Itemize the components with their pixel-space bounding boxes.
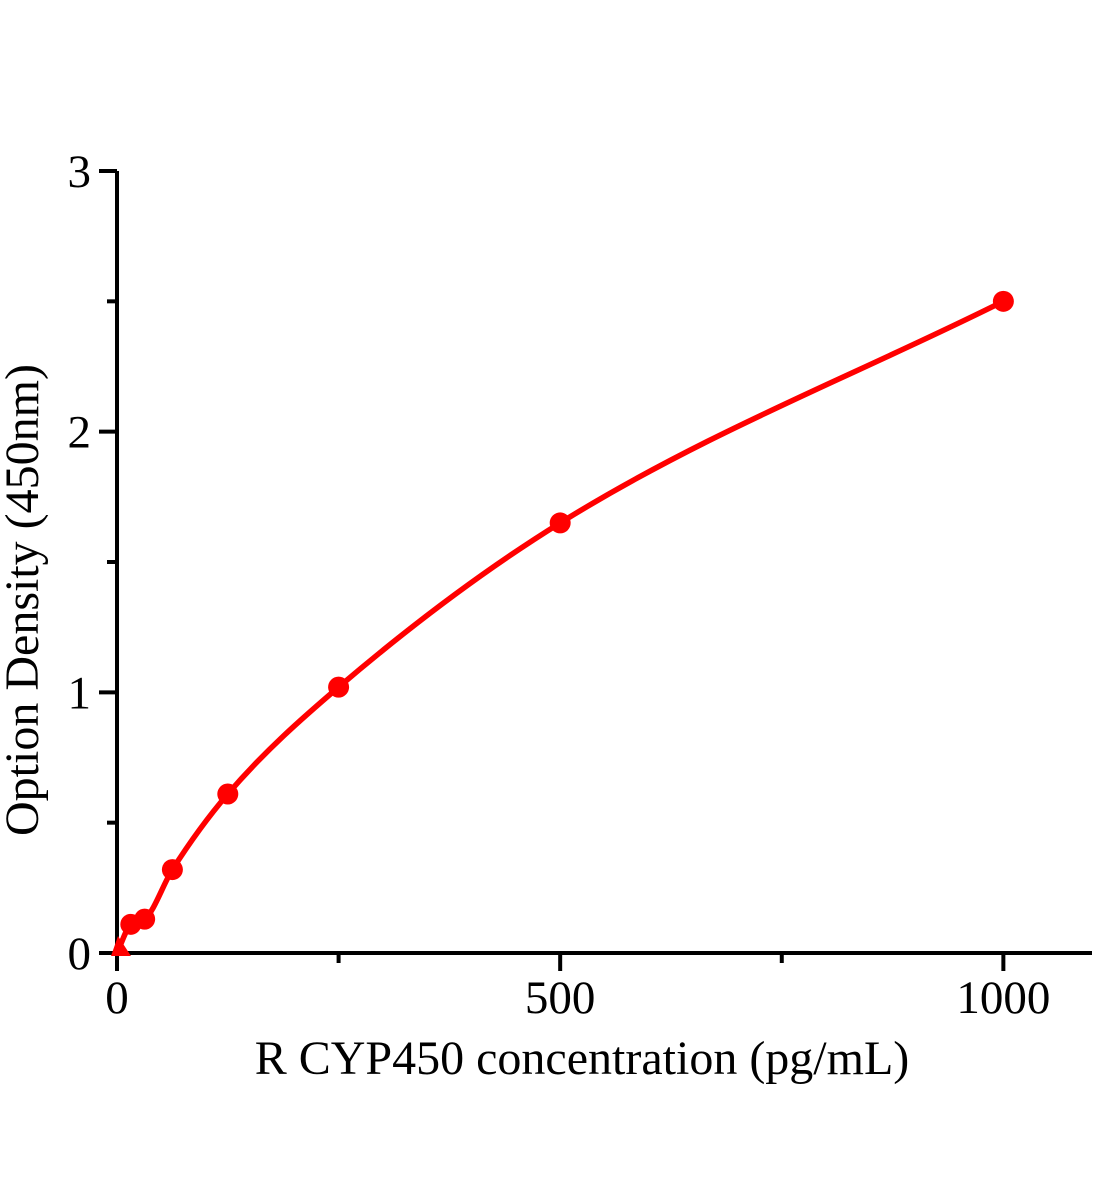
axis-lines (115, 171, 1092, 955)
standard-curve-line (114, 298, 1007, 956)
data-point-marker (549, 512, 571, 534)
y-tick-label: 3 (68, 146, 92, 198)
curve-layer (114, 298, 1007, 956)
x-tick-label: 1000 (956, 972, 1050, 1024)
data-point-marker (217, 783, 239, 805)
data-point-marker (134, 908, 156, 930)
data-point-marker (161, 859, 183, 881)
marker-layer (111, 290, 1014, 956)
x-axis-label: R CYP450 concentration (pg/mL) (255, 1032, 910, 1085)
y-tick-label: 0 (68, 928, 92, 980)
origin-triangle-marker (111, 936, 131, 956)
data-point-marker (328, 676, 350, 698)
x-tick-label: 0 (105, 972, 129, 1024)
y-tick-labels: 0 1 2 3 (68, 146, 92, 980)
y-tick-label: 1 (68, 667, 92, 719)
data-point-marker (992, 290, 1014, 312)
x-tick-labels: 0 500 1000 (105, 972, 1050, 1024)
axis-layer (99, 169, 1092, 971)
y-tick-label: 2 (68, 407, 92, 459)
y-axis-label: Option Density (450nm) (0, 364, 49, 836)
x-tick-label: 500 (525, 972, 596, 1024)
